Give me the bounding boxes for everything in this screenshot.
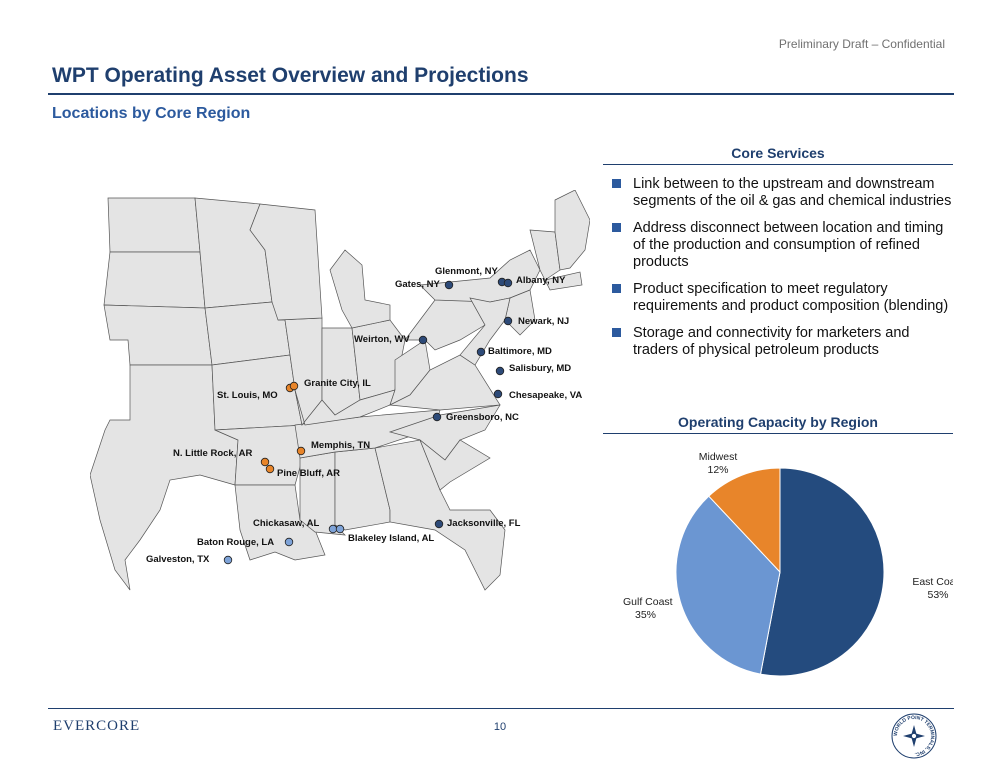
marker-newark-nj[interactable] [503,316,513,326]
title-divider [48,93,954,95]
service-text: Product specification to meet regulatory… [633,281,949,314]
service-text: Storage and connectivity for marketers a… [633,325,910,358]
map-label: Chickasaw, AL [253,518,320,529]
list-item: Link between to the upstream and downstr… [612,176,952,210]
page-title: WPT Operating Asset Overview and Project… [52,64,529,87]
page-number: 10 [493,721,507,733]
footer-divider [48,708,954,709]
world-point-seal-logo: WORLD POINT TERMINALS, INC. [891,713,937,759]
core-services-list: Link between to the upstream and downstr… [612,176,952,369]
map-label: Baltimore, MD [488,346,552,357]
marker-albany-ny[interactable] [503,278,513,288]
section-subtitle: Locations by Core Region [52,105,251,122]
service-text: Address disconnect between location and … [633,220,944,270]
marker-chesapeake-va[interactable] [493,389,503,399]
marker-pine-bluff-ar[interactable] [265,464,275,474]
capacity-divider [603,433,953,434]
map-label: Pine Bluff, AR [277,468,340,479]
map-label: Gates, NY [395,279,441,290]
pie-value-label: 12% [707,464,728,476]
marker-memphis-tn[interactable] [296,446,306,456]
pie-category-label: Gulf Coast [623,596,673,608]
map-label: Newark, NJ [518,316,569,327]
pie-value-label: 53% [927,589,948,601]
state-outlines [90,190,590,591]
marker-galveston-tx[interactable] [223,555,233,565]
core-services-heading: Core Services [731,145,825,161]
us-eastern-map: Gates, NY Glenmont, NY Albany, NY Newark… [90,190,590,591]
list-item: Product specification to meet regulatory… [612,281,952,315]
marker-gates-ny[interactable] [444,280,454,290]
pie-category-label: Midwest [699,451,738,463]
map-label: Memphis, TN [311,440,370,451]
service-text: Link between to the upstream and downstr… [633,176,952,209]
map-label: Chesapeake, VA [509,390,582,401]
pie-slice-gulf-coast [675,495,781,675]
bullet-square-icon [612,328,621,337]
map-label: Weirton, WV [354,334,410,345]
map-label: Galveston, TX [146,554,210,565]
map-label: St. Louis, MO [217,390,278,401]
evercore-logo: EVERCORE [53,718,141,734]
bullet-square-icon [612,179,621,188]
map-label: Greensboro, NC [446,412,519,423]
marker-n-little-rock-ar[interactable] [260,457,270,467]
marker-salisbury-md[interactable] [495,366,505,376]
map-label: Jacksonville, FL [447,518,521,529]
map-label: Baton Rouge, LA [197,537,274,548]
map-label: N. Little Rock, AR [173,448,252,459]
bullet-square-icon [612,284,621,293]
marker-baton-rouge-la[interactable] [284,537,294,547]
marker-blakeley-island-al[interactable] [335,524,345,534]
list-item: Storage and connectivity for marketers a… [612,325,952,359]
map-label: Granite City, IL [304,378,371,389]
pie-slice-east-coast [759,467,885,677]
list-item: Address disconnect between location and … [612,220,952,271]
marker-granite-city-il[interactable] [289,381,299,391]
marker-weirton-wv[interactable] [418,335,428,345]
marker-jacksonville-fl[interactable] [434,519,444,529]
map-label: Salisbury, MD [509,363,571,374]
map-label: Albany, NY [516,275,566,286]
pie-category-label: East Coast [912,576,953,588]
marker-baltimore-md[interactable] [476,347,486,357]
capacity-heading: Operating Capacity by Region [678,414,878,430]
marker-greensboro-nc[interactable] [432,412,442,422]
map-label: Blakeley Island, AL [348,533,434,544]
draft-notice: Preliminary Draft – Confidential [778,37,945,51]
bullet-square-icon [612,223,621,232]
pie-slice-midwest [708,467,781,574]
pie-value-label: 35% [635,609,656,621]
map-markers [223,277,513,565]
core-services-divider [603,164,953,165]
map-label: Glenmont, NY [435,266,498,277]
marker-chickasaw-al[interactable] [328,524,338,534]
map-labels: Gates, NY Glenmont, NY Albany, NY Newark… [146,266,582,565]
